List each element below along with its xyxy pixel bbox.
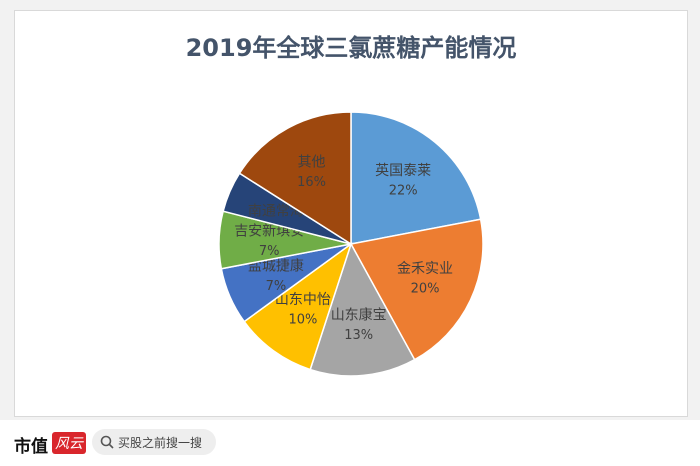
chart-card: 2019年全球三氯蔗糖产能情况 英国泰莱 22% 金禾实业 20% 山东康宝 13% 山东中… [14,10,688,417]
chart: 2019年全球三氯蔗糖产能情况 英国泰莱 22% 金禾实业 20% 山东康宝 13% 山东中… [186,34,517,377]
pie-slice [309,242,416,377]
pie-slice [350,111,482,245]
slice-label: 山东中怡 [275,292,331,308]
search-text: 买股之前搜一搜 [118,436,203,450]
slice-value-label: 7% [259,244,280,259]
slice-label: 金禾实业 [397,261,453,277]
slice-label: 其他 [298,154,326,170]
pie-slice [243,242,353,371]
slice-value-label: 10% [288,313,317,328]
pie-slice [349,218,484,361]
slice-value-label: 22% [389,183,418,198]
chart-title: 2019年全球三氯蔗糖产能情况 [186,34,517,62]
search-icon [100,435,114,449]
brand: 市值 [14,437,48,457]
brand-mark: 风云 [52,432,86,454]
footer: 市值 风云 买股之前搜一搜 [0,420,700,466]
slice-value-label: 16% [297,175,326,190]
slice-label: 南通常海 [248,203,304,219]
pie-slice [238,111,352,246]
slice-label: 山东康宝 [331,306,387,323]
slice-value-label: 13% [344,328,373,343]
search-box[interactable]: 买股之前搜一搜 [92,429,216,455]
slice-label: 英国泰莱 [375,162,431,179]
slice-value-label: 20% [411,281,440,296]
slice-value-label: 7% [266,279,287,294]
